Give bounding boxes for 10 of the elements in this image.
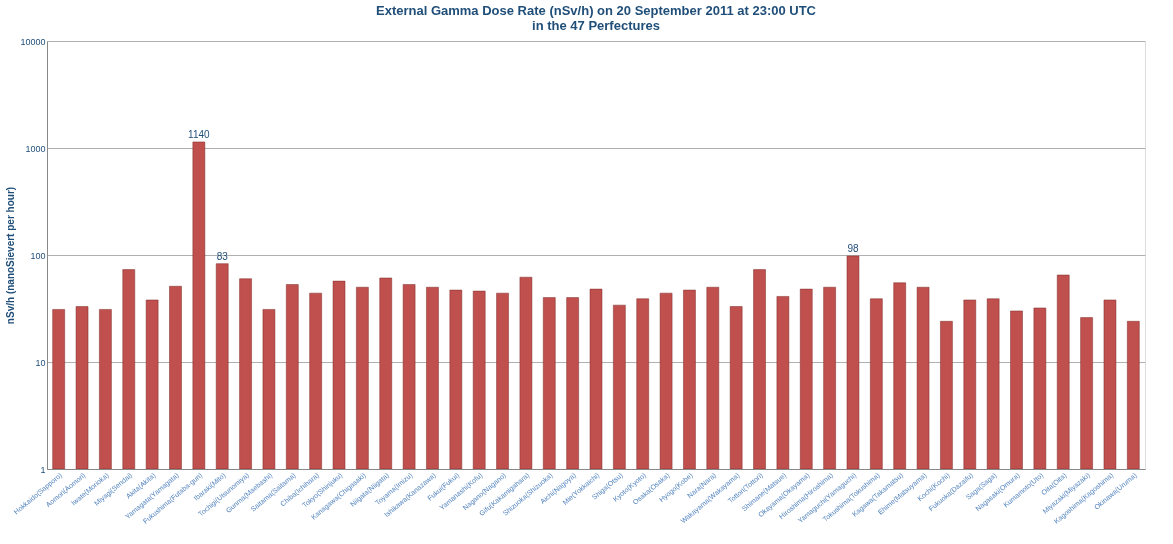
data-label: 1140: [188, 128, 211, 140]
y-axis-title: nSv/h (nanoSievert per hour): [5, 186, 17, 325]
y-tick-label: 10000: [20, 36, 46, 47]
y-tick-label: 10: [35, 357, 46, 368]
data-label: 83: [216, 250, 229, 262]
y-tick-label: 1000: [25, 143, 46, 154]
y-tick-label: 1: [40, 464, 46, 475]
y-tick-label: 100: [30, 250, 46, 261]
data-label: 98: [847, 242, 859, 254]
chart-title: External Gamma Dose Rate (nSv/h) on 20 September 2011 at 23:00 UTC in the 47 Perfectures: [375, 3, 817, 33]
